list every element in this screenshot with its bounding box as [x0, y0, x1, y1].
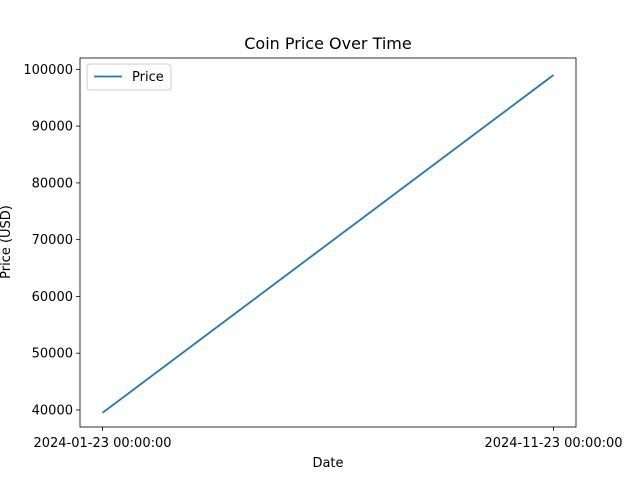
y-tick-label: 40000	[32, 403, 73, 418]
x-tick-label: 2024-01-23 00:00:00	[33, 436, 171, 451]
legend: Price	[87, 64, 171, 90]
chart-title: Coin Price Over Time	[244, 34, 411, 53]
y-tick-label: 100000	[23, 63, 73, 78]
y-tick-label: 70000	[32, 233, 73, 248]
y-tick-label: 50000	[32, 347, 73, 362]
x-axis-label: Date	[312, 456, 343, 471]
y-tick-label: 60000	[32, 290, 73, 305]
y-axis-label: Price (USD)	[0, 205, 14, 279]
y-tick-label: 80000	[32, 176, 73, 191]
legend-label-price: Price	[132, 70, 164, 85]
x-tick-label: 2024-11-23 00:00:00	[484, 436, 622, 451]
y-tick-label: 90000	[32, 120, 73, 135]
